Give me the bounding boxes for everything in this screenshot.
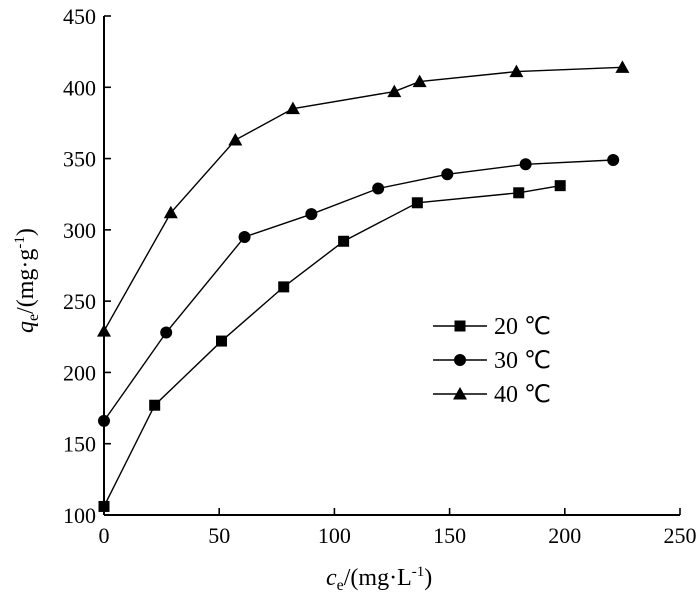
x-tick-label: 250 <box>664 523 697 548</box>
data-point <box>607 153 620 166</box>
y-axis-title: qe/(mg·g-1) <box>12 228 42 333</box>
y-tick-label: 450 <box>63 4 96 29</box>
data-point <box>412 74 427 88</box>
data-point <box>149 399 161 411</box>
series-circle <box>98 153 620 427</box>
x-axis-title: ce/(mg·L-1) <box>326 564 432 594</box>
data-point <box>278 281 290 293</box>
data-point <box>411 197 423 209</box>
series-layer <box>97 60 630 512</box>
legend-marker <box>454 354 466 366</box>
x-tick-label: 150 <box>433 523 466 548</box>
x-tick-label: 50 <box>208 523 230 548</box>
data-point <box>238 230 251 243</box>
x-tick-label: 200 <box>548 523 581 548</box>
series-triangle <box>97 60 630 337</box>
legend-label: 40 ℃ <box>494 382 551 408</box>
data-point <box>519 158 532 171</box>
series-square <box>98 180 566 512</box>
legend: 20 ℃ 30 ℃ 40 ℃ <box>433 314 551 408</box>
data-point <box>97 324 111 337</box>
y-tick-label: 150 <box>63 432 96 457</box>
series-line <box>103 159 614 422</box>
legend-entry: 40 ℃ <box>433 382 551 408</box>
y-tick-label: 400 <box>63 75 96 100</box>
data-point <box>338 235 350 247</box>
data-point <box>554 180 566 192</box>
legend-marker <box>453 387 467 400</box>
axes <box>103 16 680 516</box>
data-point <box>163 205 178 219</box>
data-point <box>98 414 110 427</box>
y-tick-label: 200 <box>63 360 96 385</box>
legend-label: 20 ℃ <box>494 314 551 340</box>
y-tick-label: 300 <box>63 218 96 243</box>
data-point <box>441 168 454 181</box>
data-point <box>615 60 630 73</box>
x-tick-label: 100 <box>318 523 351 548</box>
data-point <box>509 64 524 78</box>
legend-label: 30 ℃ <box>494 348 551 374</box>
data-point <box>228 133 243 146</box>
data-point <box>387 84 402 98</box>
data-point <box>285 101 300 115</box>
series-line <box>103 66 623 332</box>
data-point <box>372 182 385 195</box>
data-point <box>216 335 228 347</box>
legend-entry: 30 ℃ <box>433 348 551 374</box>
y-tick-label: 100 <box>63 503 96 528</box>
data-point <box>305 208 318 221</box>
x-tick-label: 0 <box>99 523 110 548</box>
y-tick-label: 250 <box>63 289 96 314</box>
data-point <box>160 326 173 339</box>
legend-entry: 20 ℃ <box>433 314 551 340</box>
data-point <box>513 187 525 199</box>
ticks: 0 50 100 150 200 250 100 150 200 250 300 350 400 450 <box>63 4 697 548</box>
series-line <box>103 184 561 507</box>
data-point <box>98 500 110 512</box>
y-tick-label: 350 <box>63 147 96 172</box>
legend-marker <box>454 320 466 332</box>
